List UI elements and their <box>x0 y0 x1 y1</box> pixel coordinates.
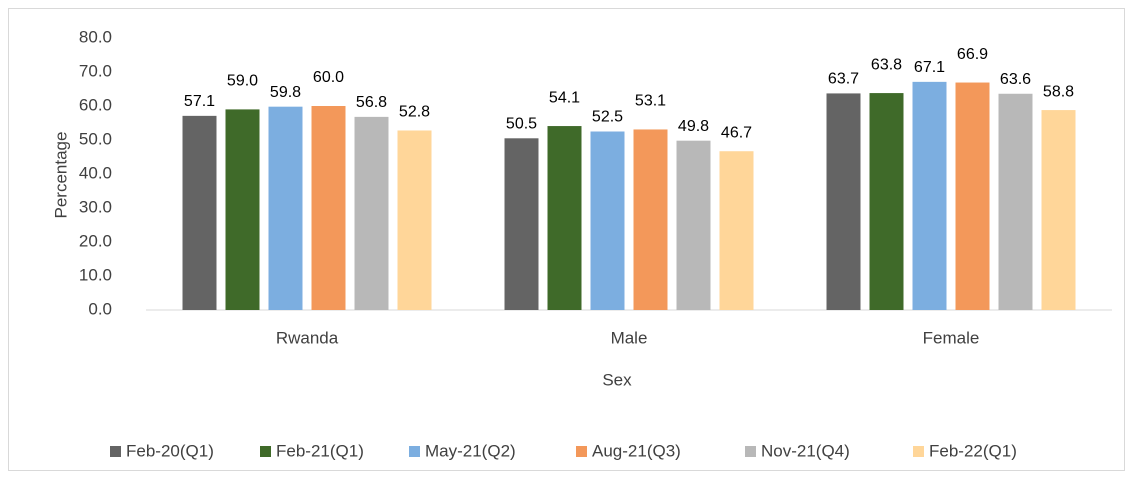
bar <box>998 93 1033 310</box>
y-tick-label: 10.0 <box>79 265 112 284</box>
value-label: 58.8 <box>1043 83 1074 100</box>
y-tick-label: 60.0 <box>79 95 112 114</box>
legend-swatch <box>260 446 271 457</box>
legend-label: Feb-21(Q1) <box>276 441 364 460</box>
x-tick-label: Male <box>611 328 648 347</box>
y-tick-label: 0.0 <box>88 299 112 318</box>
value-label: 63.8 <box>871 56 902 73</box>
bar <box>912 81 947 310</box>
bar <box>182 115 217 310</box>
bar <box>955 82 990 310</box>
legend-label: May-21(Q2) <box>425 441 516 460</box>
bar <box>1041 110 1076 310</box>
value-label: 53.1 <box>635 93 666 110</box>
value-label: 56.8 <box>356 94 387 111</box>
value-label: 52.5 <box>592 109 623 126</box>
legend-swatch <box>576 446 587 457</box>
x-tick-label: Rwanda <box>276 328 339 347</box>
value-label: 46.7 <box>721 124 752 141</box>
y-axis-label: Percentage <box>51 132 70 219</box>
value-label: 59.0 <box>227 73 258 90</box>
bar <box>354 116 389 310</box>
y-tick-label: 80.0 <box>79 27 112 46</box>
bar <box>547 126 582 310</box>
value-label: 49.8 <box>678 118 709 135</box>
bar <box>311 106 346 310</box>
value-label: 57.1 <box>184 93 215 110</box>
value-label: 63.6 <box>1000 71 1031 88</box>
bar <box>719 151 754 310</box>
legend-label: Feb-20(Q1) <box>126 441 214 460</box>
bar <box>826 93 861 310</box>
legend-label: Aug-21(Q3) <box>592 441 681 460</box>
bar <box>676 140 711 310</box>
legend-label: Feb-22(Q1) <box>929 441 1017 460</box>
bar <box>633 129 668 310</box>
legend-swatch <box>110 446 121 457</box>
x-axis-label: Sex <box>602 370 632 389</box>
legend-label: Nov-21(Q4) <box>761 441 850 460</box>
legend-swatch <box>409 446 420 457</box>
value-label: 66.9 <box>957 46 988 63</box>
legend-swatch <box>745 446 756 457</box>
bar <box>504 138 539 310</box>
bar <box>397 130 432 310</box>
bar <box>268 106 303 311</box>
bar <box>225 109 260 311</box>
y-tick-label: 40.0 <box>79 163 112 182</box>
value-label: 60.0 <box>313 69 344 86</box>
value-label: 50.5 <box>506 116 537 133</box>
y-tick-label: 70.0 <box>79 61 112 80</box>
value-label: 59.8 <box>270 84 301 101</box>
value-label: 67.1 <box>914 59 945 76</box>
value-label: 54.1 <box>549 89 580 106</box>
y-tick-label: 30.0 <box>79 197 112 216</box>
bar <box>590 131 625 310</box>
y-tick-label: 50.0 <box>79 129 112 148</box>
legend-swatch <box>913 446 924 457</box>
y-tick-label: 20.0 <box>79 231 112 250</box>
x-tick-label: Female <box>923 328 980 347</box>
bar <box>869 93 904 310</box>
value-label: 63.7 <box>828 71 859 88</box>
value-label: 52.8 <box>399 104 430 121</box>
